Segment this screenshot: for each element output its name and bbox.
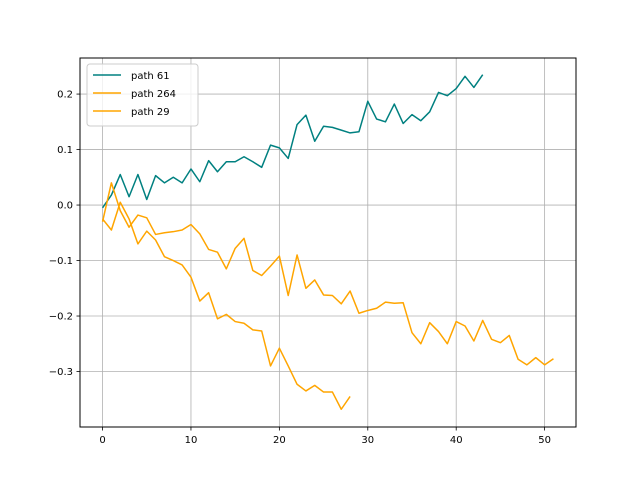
x-tick-label: 20 [273, 435, 286, 446]
x-tick-label: 30 [361, 435, 374, 446]
x-tick-label: 40 [450, 435, 463, 446]
y-tick-label: −0.2 [49, 312, 73, 323]
y-tick-label: 0.0 [57, 201, 73, 212]
series-lines [101, 74, 554, 410]
axis-ticks: 0 10 20 30 40 50 −0.3 −0.2 −0.1 0.0 0.1 0.2 [49, 90, 551, 446]
legend-label: path 29 [131, 107, 170, 118]
y-tick-label: −0.3 [49, 367, 73, 378]
legend-label: path 264 [131, 89, 176, 100]
legend-label: path 61 [131, 71, 170, 82]
y-tick-label: 0.1 [57, 145, 73, 156]
series-line-path-61 [101, 74, 484, 209]
series-line-path-264 [101, 201, 351, 410]
series-line-path-29 [101, 182, 554, 366]
legend: path 61 path 264 path 29 [86, 63, 199, 127]
y-tick-label: 0.2 [57, 90, 73, 101]
x-tick-label: 10 [185, 435, 198, 446]
axes-frame [79, 57, 577, 428]
x-tick-label: 50 [538, 435, 551, 446]
y-tick-label: −0.1 [49, 256, 73, 267]
x-tick-label: 0 [99, 435, 105, 446]
